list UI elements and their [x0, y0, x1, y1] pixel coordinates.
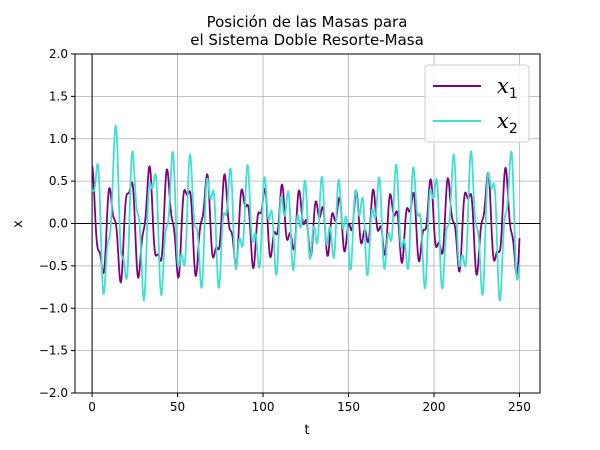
y-axis-label: x — [11, 220, 26, 228]
y-tick-label: 2.0 — [49, 47, 68, 61]
chart-title-line-1: Posición de las Masas para — [207, 13, 408, 31]
x-tick-label: 100 — [252, 400, 275, 414]
y-tick-label: 1.5 — [49, 89, 68, 103]
legend: x1 x2 — [424, 64, 530, 143]
legend-label-x1: x1 — [497, 74, 518, 102]
x-axis-label: t — [304, 423, 309, 438]
x-tick-label: 150 — [337, 400, 360, 414]
y-axis-ticks: −2.0 −1.5 −1.0 −0.5 0.0 0.5 1.0 1.5 2.0 — [39, 47, 75, 400]
y-tick-label: −1.0 — [39, 301, 68, 315]
y-tick-label: 0.5 — [49, 174, 68, 188]
y-tick-label: −1.5 — [39, 344, 68, 358]
series-line-x2 — [91, 124, 521, 302]
series-layer — [91, 124, 521, 302]
series-line-x1 — [91, 165, 521, 284]
y-tick-label: −0.5 — [39, 259, 68, 273]
x-tick-label: 200 — [423, 400, 446, 414]
chart-title-line-2: el Sistema Doble Resorte-Masa — [190, 31, 424, 49]
x-tick-label: 50 — [170, 400, 185, 414]
x-axis-ticks: 0 50 100 150 200 250 — [88, 393, 531, 414]
x-tick-label: 250 — [508, 400, 531, 414]
y-tick-label: 0.0 — [49, 217, 68, 231]
y-tick-label: 1.0 — [49, 132, 68, 146]
x-tick-label: 0 — [88, 400, 96, 414]
legend-box — [424, 64, 530, 143]
legend-label-x2: x2 — [497, 109, 518, 137]
y-tick-label: −2.0 — [39, 386, 68, 400]
